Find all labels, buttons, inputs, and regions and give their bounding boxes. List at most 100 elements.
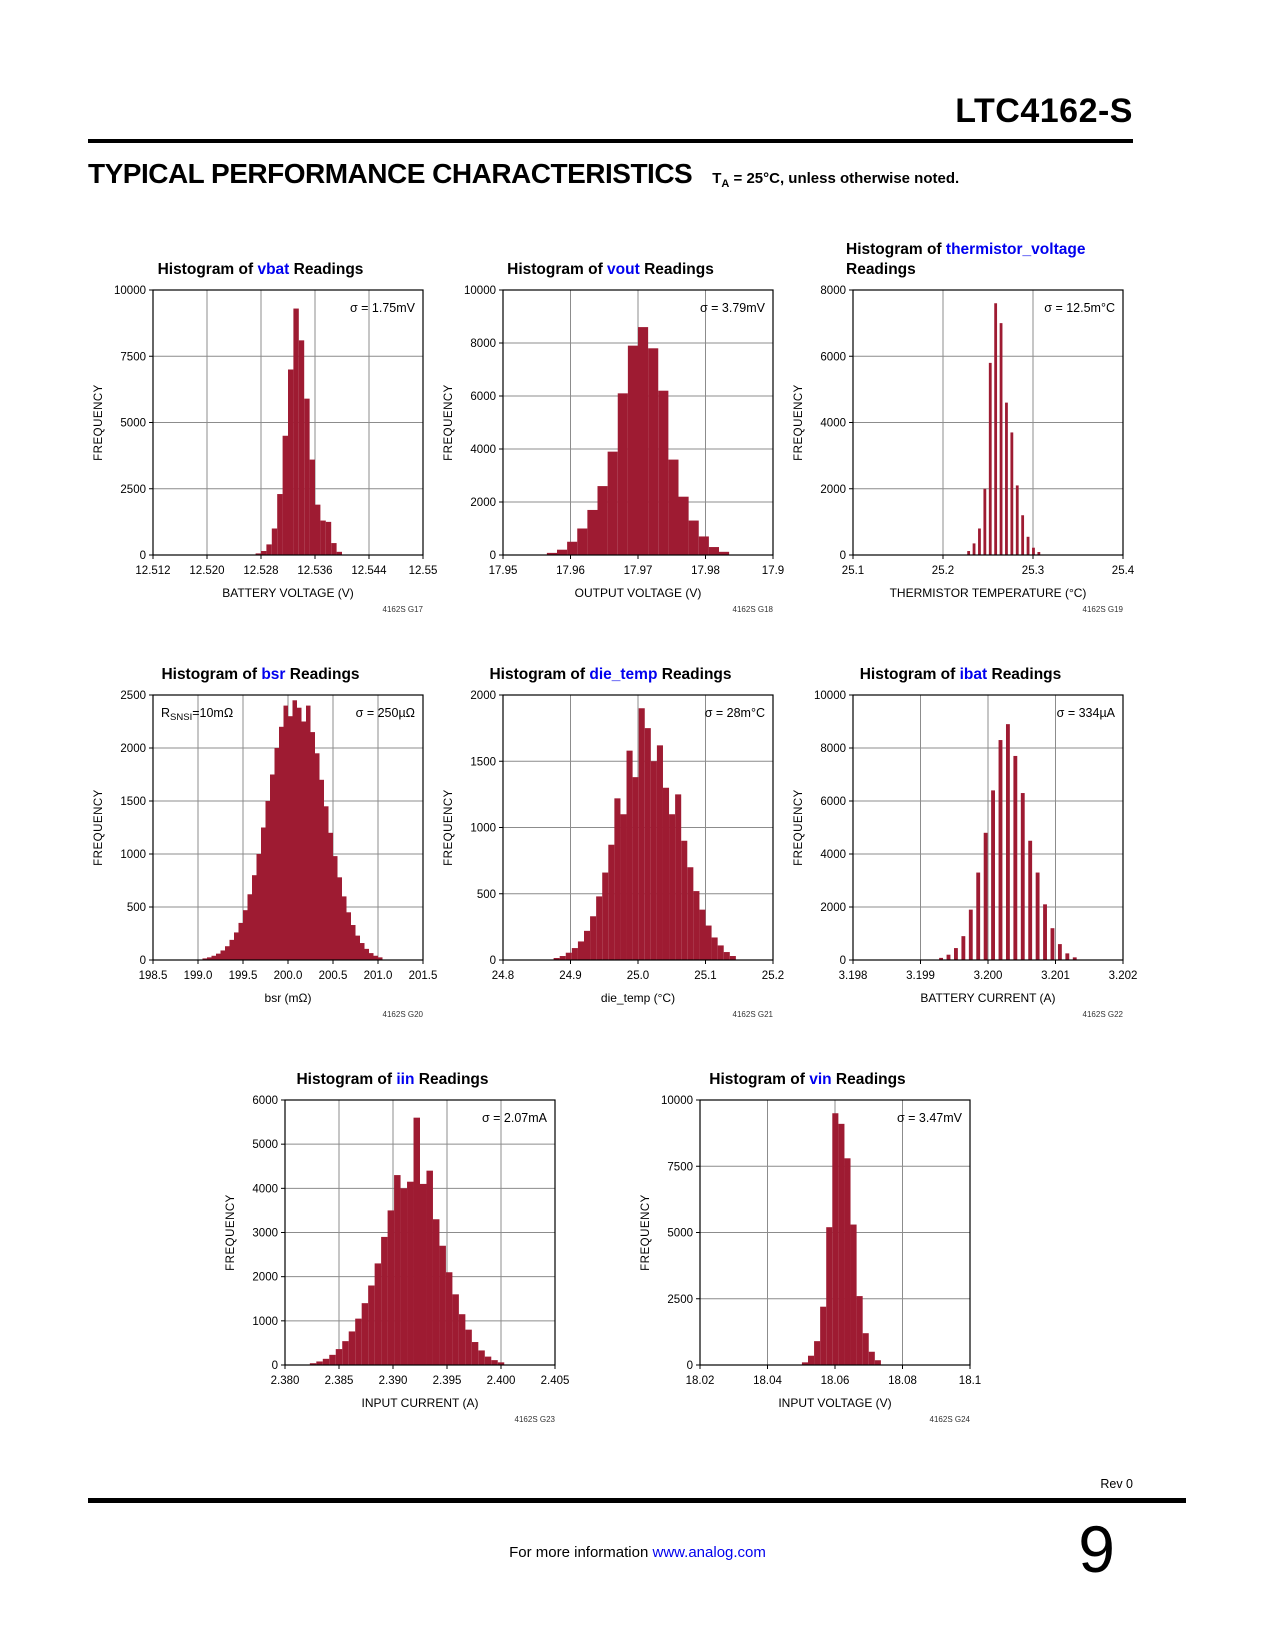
y-axis-label: FREQUENCY xyxy=(225,1194,237,1271)
histogram-bar xyxy=(717,945,724,960)
chart-title-keyword: die_temp xyxy=(589,665,658,683)
histogram-bar xyxy=(967,551,971,555)
section-header: TYPICAL PERFORMANCE CHARACTERISTICS TA =… xyxy=(88,158,959,190)
chart-die-temp: Histogram of die_temp Readings 24.8 24.9 25… xyxy=(438,639,784,1020)
chart-title-text: Readings xyxy=(987,665,1062,683)
histogram-bar xyxy=(874,1360,881,1365)
histogram-bar xyxy=(577,941,584,960)
histogram-bar xyxy=(571,948,578,960)
histogram-bar xyxy=(988,362,992,555)
y-tick-label: 2500 xyxy=(120,690,146,702)
histogram-bar xyxy=(293,308,299,555)
histogram-bar xyxy=(277,494,283,555)
histogram-bar xyxy=(946,954,951,960)
x-tick-label: 3.200 xyxy=(974,970,1003,982)
x-tick-label: 17.95 xyxy=(489,565,518,577)
y-tick-label: 8000 xyxy=(470,338,496,350)
x-tick-label: 25.1 xyxy=(842,565,864,577)
histogram-bar xyxy=(1005,724,1010,960)
histogram-bar xyxy=(271,528,278,555)
histogram-bar xyxy=(632,777,639,960)
histogram-bar xyxy=(261,827,266,960)
chart-title: Histogram of vin Readings xyxy=(635,1044,980,1092)
chart-title-text: Histogram of xyxy=(507,260,608,278)
histogram-bar xyxy=(587,509,598,555)
chart-vin: Histogram of vin Readings 18.02 18.04 18.06… xyxy=(635,1044,981,1425)
x-tick-label: 199.5 xyxy=(229,970,258,982)
x-tick-label: 17.97 xyxy=(624,565,653,577)
x-tick-label: 199.0 xyxy=(184,970,213,982)
histogram-bar xyxy=(265,801,270,960)
figure-code: 4162S G18 xyxy=(733,605,774,614)
histogram-bar xyxy=(465,1329,472,1365)
chart-title-text: Readings xyxy=(414,1070,489,1088)
y-tick-label: 10000 xyxy=(464,285,496,297)
histogram-bar xyxy=(602,872,609,960)
histogram-bar xyxy=(497,1362,505,1365)
x-tick-label: 12.55 xyxy=(409,565,438,577)
histogram-bar xyxy=(856,1296,863,1365)
histogram-bar xyxy=(400,1188,408,1365)
histogram-bar xyxy=(968,909,973,960)
histogram-bar xyxy=(348,1331,356,1365)
histogram-bar xyxy=(374,1263,382,1365)
y-tick-label: 500 xyxy=(127,902,146,914)
histogram-bar xyxy=(658,390,669,555)
x-tick-label: 18.02 xyxy=(686,1375,715,1387)
analog-link[interactable]: www.analog.com xyxy=(652,1544,766,1561)
histogram-bar xyxy=(336,551,342,555)
y-tick-label: 8000 xyxy=(820,285,846,297)
histogram-bar xyxy=(301,721,306,960)
x-tick-label: 201.5 xyxy=(409,970,438,982)
histogram-bar xyxy=(309,459,315,555)
x-tick-label: 12.512 xyxy=(135,565,170,577)
x-tick-label: 12.528 xyxy=(243,565,278,577)
x-axis-label: BATTERY CURRENT (A) xyxy=(920,991,1055,1005)
conditions-subscript: A xyxy=(721,178,730,190)
x-tick-label: 17.9 xyxy=(762,565,784,577)
x-tick-label: 200.0 xyxy=(274,970,303,982)
histogram-bar xyxy=(229,939,234,960)
histogram-bar xyxy=(297,707,302,960)
histogram-bar xyxy=(729,956,736,960)
figure-code: 4162S G17 xyxy=(383,605,424,614)
histogram-bar xyxy=(329,1354,336,1365)
histogram-bar xyxy=(1032,547,1035,555)
histogram-bar xyxy=(355,1318,362,1365)
histogram-bar xyxy=(458,1314,466,1365)
chart-title: Histogram of bsr Readings xyxy=(88,639,433,687)
y-tick-label: 6000 xyxy=(820,796,846,808)
histogram-bar xyxy=(355,935,360,960)
y-tick-label: 1000 xyxy=(470,823,496,835)
chart-title-keyword: vbat xyxy=(257,260,290,278)
figure-code: 4162S G24 xyxy=(930,1415,971,1424)
chart-iin: Histogram of iin Readings 2.380 2.385 2.390… xyxy=(220,1044,569,1425)
chart-title-text: Readings xyxy=(639,260,714,278)
histogram-bar xyxy=(306,705,311,960)
y-tick-label: 2000 xyxy=(820,902,846,914)
chart-title-text: Readings xyxy=(831,1070,906,1088)
histogram-bar xyxy=(216,953,221,960)
sigma-label: σ = 334µA xyxy=(1057,706,1116,720)
histogram-bar xyxy=(211,955,216,960)
y-axis-label: FREQUENCY xyxy=(443,384,455,461)
y-tick-label: 5000 xyxy=(667,1228,693,1240)
histogram-bar xyxy=(705,925,712,960)
histogram-bar xyxy=(644,728,651,960)
y-tick-label: 2000 xyxy=(470,497,496,509)
histogram-bar xyxy=(1037,552,1041,555)
histogram-bar xyxy=(207,957,212,960)
histogram-bar xyxy=(708,547,719,555)
chart-title-keyword: iin xyxy=(396,1070,415,1088)
histogram-bar xyxy=(648,348,659,555)
chart-title: Histogram of vout Readings xyxy=(438,234,783,282)
y-tick-label: 8000 xyxy=(820,743,846,755)
histogram-bar xyxy=(972,543,976,555)
histogram-bar xyxy=(699,909,706,960)
y-axis-label: FREQUENCY xyxy=(93,789,105,866)
sigma-label: σ = 3.79mV xyxy=(700,301,766,315)
y-tick-label: 2000 xyxy=(820,484,846,496)
chart-title: Histogram of die_temp Readings xyxy=(438,639,783,687)
histogram-bar xyxy=(333,856,338,960)
x-tick-label: 25.3 xyxy=(1022,565,1044,577)
